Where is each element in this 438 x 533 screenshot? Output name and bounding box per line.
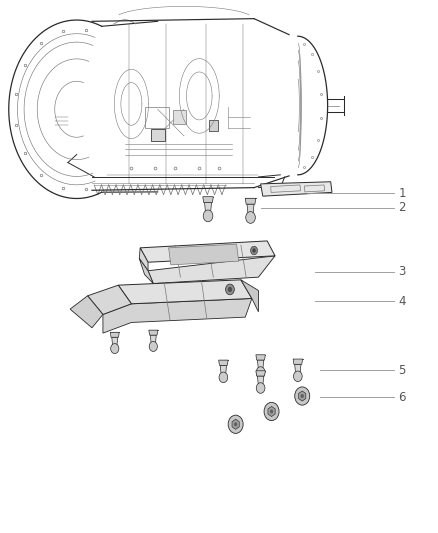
- Polygon shape: [256, 355, 265, 360]
- Circle shape: [111, 344, 119, 353]
- Circle shape: [270, 409, 273, 414]
- Polygon shape: [139, 248, 148, 271]
- Circle shape: [252, 248, 256, 253]
- Polygon shape: [258, 360, 264, 372]
- Circle shape: [300, 394, 304, 398]
- Circle shape: [234, 422, 237, 426]
- Circle shape: [246, 212, 255, 223]
- Polygon shape: [258, 376, 264, 388]
- Circle shape: [149, 342, 157, 351]
- Polygon shape: [261, 182, 332, 196]
- Polygon shape: [203, 197, 213, 203]
- Polygon shape: [295, 365, 301, 376]
- Circle shape: [203, 210, 213, 222]
- Bar: [173, 110, 186, 124]
- Polygon shape: [112, 337, 118, 349]
- Polygon shape: [299, 391, 306, 401]
- Polygon shape: [149, 330, 158, 335]
- Polygon shape: [118, 280, 252, 304]
- Polygon shape: [148, 256, 275, 284]
- Polygon shape: [110, 332, 119, 337]
- Polygon shape: [219, 360, 228, 366]
- Circle shape: [264, 402, 279, 421]
- Circle shape: [256, 383, 265, 393]
- Polygon shape: [205, 203, 212, 216]
- Polygon shape: [103, 298, 252, 333]
- Text: 4: 4: [399, 295, 406, 308]
- Circle shape: [256, 367, 265, 377]
- Polygon shape: [140, 241, 275, 262]
- Polygon shape: [256, 371, 265, 376]
- Polygon shape: [169, 244, 239, 265]
- Polygon shape: [268, 406, 275, 417]
- Polygon shape: [150, 335, 156, 346]
- Polygon shape: [70, 296, 103, 328]
- Bar: [151, 129, 165, 141]
- Text: 2: 2: [399, 201, 406, 214]
- Text: 6: 6: [399, 391, 406, 403]
- Circle shape: [295, 387, 310, 405]
- Polygon shape: [241, 280, 258, 312]
- Polygon shape: [247, 204, 254, 217]
- Circle shape: [226, 284, 234, 295]
- Polygon shape: [293, 359, 303, 365]
- Polygon shape: [232, 419, 239, 430]
- Circle shape: [251, 246, 258, 255]
- Text: 5: 5: [399, 364, 406, 377]
- Polygon shape: [245, 198, 256, 204]
- Circle shape: [219, 372, 228, 383]
- Polygon shape: [220, 366, 226, 377]
- Circle shape: [228, 287, 232, 292]
- Polygon shape: [139, 259, 153, 284]
- Text: 3: 3: [399, 265, 406, 278]
- Circle shape: [228, 415, 243, 433]
- Bar: [145, 107, 169, 128]
- Bar: [209, 120, 218, 131]
- Circle shape: [293, 371, 302, 382]
- Text: 1: 1: [399, 187, 406, 200]
- Polygon shape: [88, 285, 131, 314]
